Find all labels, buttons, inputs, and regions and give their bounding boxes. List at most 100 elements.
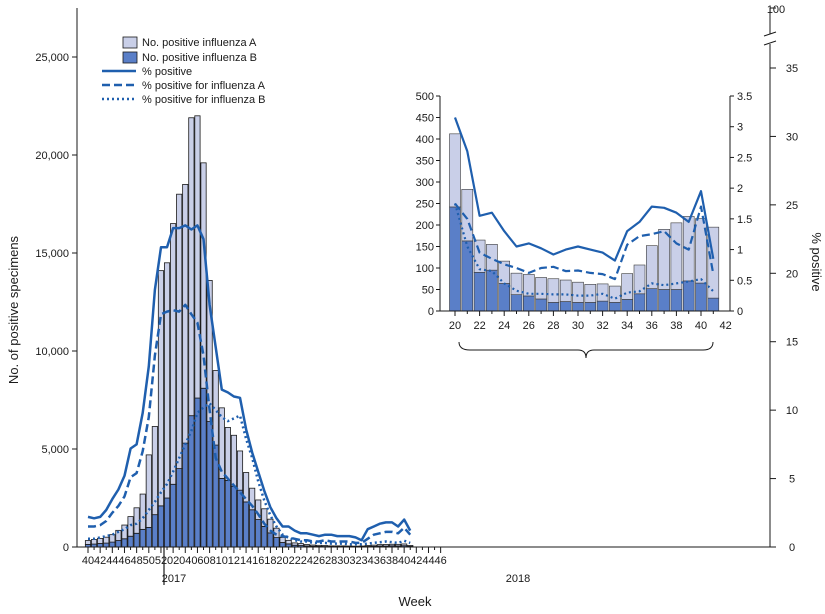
inset-bar-flu-b-week-29 — [559, 301, 572, 312]
inset-bar-flu-a-week-38 — [670, 222, 683, 290]
y-tick-label: 10,000 — [35, 346, 69, 358]
y2-tick-label: 25 — [786, 200, 798, 212]
x-tick-label: 46 — [435, 555, 447, 567]
bar-flu-b-week-46 — [121, 538, 128, 548]
legend-label-flu-a: No. positive influenza A — [142, 37, 257, 49]
inset-bar-flu-b-week-39 — [682, 280, 695, 312]
inset-y2-tick-label: 0 — [737, 306, 743, 318]
inset-bar-flu-a-week-33 — [609, 285, 621, 303]
inset-y-tick-label: 100 — [416, 263, 434, 275]
bar-flu-b-week-01 — [163, 497, 171, 548]
y2-break-mark-2 — [763, 40, 777, 46]
bar-flu-a-week-45 — [115, 529, 122, 541]
inset-bar-flu-b-week-36 — [645, 288, 658, 312]
bar-flu-b-week-12 — [230, 485, 237, 548]
legend: No. positive influenza A No. positive in… — [102, 36, 266, 106]
bar-flu-a-week-41 — [407, 545, 414, 547]
y-tick-label: 15,000 — [35, 248, 69, 260]
inset-bar-flu-a-week-40 — [695, 218, 707, 284]
bar-flu-b-week-48 — [133, 532, 140, 548]
bar-flu-b-week-14 — [243, 501, 250, 548]
inset-bar-flu-a-week-29 — [559, 279, 572, 302]
x-tick-label: 16 — [252, 555, 264, 567]
x-tick-label: 08 — [203, 555, 215, 567]
inset-x-tick-label: 32 — [596, 320, 608, 332]
inset-bar-flu-a-week-36 — [645, 245, 658, 289]
bar-flu-a-week-01 — [163, 262, 171, 499]
bar-flu-a-week-02 — [170, 223, 177, 485]
inset-bar-flu-b-week-32 — [596, 300, 609, 312]
bar-flu-a-week-46 — [121, 524, 128, 540]
inset-bar-flu-a-week-30 — [572, 281, 584, 303]
inset-y2-tick-label: 0.5 — [737, 275, 752, 287]
bar-flu-a-week-21 — [285, 539, 292, 545]
legend-label-pct-flu-a: % positive for influenza A — [142, 80, 266, 92]
bar-flu-a-week-13 — [236, 450, 244, 491]
inset-x-tick-label: 20 — [449, 320, 461, 332]
bar-flu-a-week-52 — [157, 270, 165, 507]
inset-bar-flu-a-week-31 — [584, 284, 597, 303]
line-pct-flu-b — [88, 402, 411, 546]
bar-flu-b-week-45 — [115, 540, 122, 548]
y-tick-label: 5,000 — [41, 444, 69, 456]
inset-bar-flu-a-week-21 — [461, 189, 474, 242]
bar-flu-a-week-47 — [127, 516, 134, 537]
x-tick-label: 24 — [301, 555, 313, 567]
bar-flu-a-week-12 — [230, 434, 237, 487]
inset-bar-flu-b-week-23 — [486, 269, 498, 312]
x-tick-label: 26 — [313, 555, 325, 567]
y2-break-mark-1 — [763, 31, 777, 37]
bar-flu-b-week-11 — [224, 479, 231, 548]
inset-bar-flu-a-week-28 — [547, 278, 560, 303]
inset-y2-tick-label: 3 — [737, 122, 743, 134]
x-tick-label: 04 — [179, 555, 191, 567]
inset-y-tick-label: 50 — [422, 285, 434, 297]
bar-flu-b-week-08 — [206, 421, 213, 548]
inset-y-tick-label: 250 — [416, 199, 434, 211]
inset-bar-flu-b-week-40 — [695, 282, 707, 312]
x-tick-label: 22 — [289, 555, 301, 567]
inset-bar-flu-b-week-34 — [621, 299, 634, 312]
inset-bar-flu-a-week-34 — [621, 273, 634, 300]
bar-flu-a-week-26 — [315, 544, 323, 547]
x-axis-title: Week — [399, 594, 432, 609]
legend-swatch-flu-a — [122, 36, 138, 49]
bar-flu-b-week-47 — [127, 535, 134, 548]
main-lines — [87, 224, 412, 546]
bar-flu-b-week-18 — [267, 532, 274, 548]
inset-y2-tick-label: 3.5 — [737, 91, 752, 103]
bar-flu-a-week-15 — [249, 487, 256, 511]
x-tick-label: 10 — [216, 555, 228, 567]
bar-flu-a-week-44 — [109, 534, 116, 543]
inset-x-tick-label: 40 — [695, 320, 707, 332]
inset-y-tick-label: 500 — [416, 91, 434, 103]
x-tick-label: 20 — [276, 555, 288, 567]
bar-flu-b-week-10 — [218, 477, 225, 548]
inset-bar-flu-b-week-38 — [670, 289, 683, 312]
x-tick-label: 42 — [410, 555, 422, 567]
bar-flu-b-week-02 — [170, 483, 177, 548]
y2-tick-label: 20 — [786, 268, 798, 280]
bar-flu-a-week-22 — [291, 542, 298, 546]
bar-flu-a-week-27 — [322, 545, 329, 547]
inset-bar-flu-b-week-28 — [547, 302, 560, 312]
y-tick-label: 0 — [63, 542, 69, 554]
x-tick-label: 02 — [167, 555, 179, 567]
x-tick-label: 36 — [374, 555, 386, 567]
x-tick-label: 40 — [82, 555, 94, 567]
inset-y-tick-label: 0 — [428, 306, 434, 318]
bar-flu-b-week-15 — [249, 509, 256, 548]
y2-tick-label: 10 — [786, 405, 798, 417]
bar-flu-b-week-42 — [97, 543, 104, 548]
bar-flu-a-week-40 — [401, 543, 408, 547]
inset-x-tick-label: 36 — [646, 320, 658, 332]
legend-label-pct-positive: % positive — [142, 66, 192, 78]
y2-axis-title: % positive — [809, 232, 824, 291]
y2-tick-label: 5 — [789, 474, 795, 486]
line-pct-flu-a — [88, 303, 412, 545]
bar-flu-b-week-50 — [145, 527, 152, 548]
bar-flu-a-week-49 — [139, 493, 146, 530]
inset-bar-flu-b-week-31 — [584, 302, 597, 312]
inset-y-tick-label: 300 — [416, 177, 434, 189]
